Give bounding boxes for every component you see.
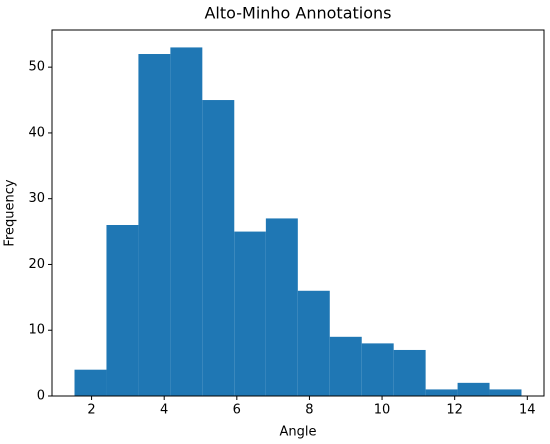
bar	[170, 47, 203, 397]
bar	[138, 54, 171, 396]
bar	[265, 218, 298, 396]
y-tick-label: 0	[37, 389, 45, 404]
x-tick-label: 12	[446, 403, 463, 418]
x-tick-label: 2	[87, 403, 95, 418]
bar	[457, 382, 490, 396]
x-tick-label: 10	[374, 403, 391, 418]
x-tick-label: 4	[160, 403, 168, 418]
plot-frame	[51, 29, 545, 397]
x-axis-label: Angle	[280, 425, 317, 440]
chart-title: Alto-Minho Annotations	[204, 4, 391, 23]
bar	[393, 349, 426, 396]
y-tick-label: 50	[28, 60, 45, 75]
bar	[361, 343, 394, 396]
bar	[489, 389, 522, 396]
y-axis-label: Frequency	[3, 179, 18, 246]
bar	[297, 290, 330, 396]
bar	[202, 100, 235, 397]
y-tick-label: 10	[28, 323, 45, 338]
bar	[74, 369, 107, 396]
x-tick-label: 14	[519, 403, 536, 418]
bar	[234, 231, 266, 396]
x-tick-label: 8	[305, 403, 313, 418]
bar	[106, 225, 139, 396]
y-tick-label: 20	[28, 257, 45, 272]
bar	[329, 336, 362, 396]
bar	[425, 389, 458, 396]
y-tick-label: 30	[28, 191, 45, 206]
x-tick-label: 6	[233, 403, 241, 418]
y-tick-label: 40	[28, 125, 45, 140]
